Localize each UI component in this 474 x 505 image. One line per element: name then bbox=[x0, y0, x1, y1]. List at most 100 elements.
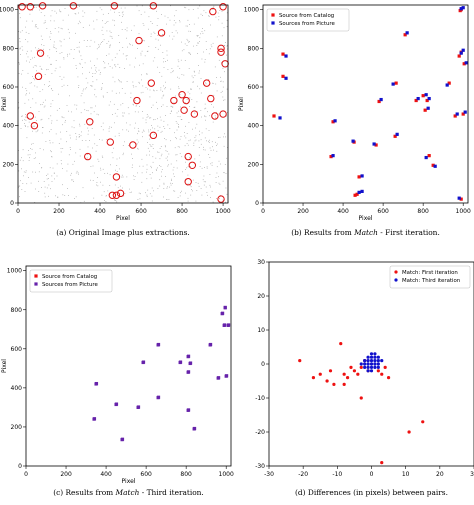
point-marker bbox=[178, 360, 183, 364]
speckle-dot bbox=[83, 102, 85, 104]
speckle-dot bbox=[109, 174, 111, 176]
speckle-dot bbox=[94, 41, 96, 43]
speckle-dot bbox=[35, 24, 37, 25]
point-marker bbox=[424, 155, 428, 160]
speckle-dot bbox=[60, 138, 62, 140]
speckle-dot bbox=[200, 78, 202, 79]
diff-dot bbox=[345, 376, 350, 380]
speckle-dot bbox=[51, 122, 52, 124]
speckle-dot bbox=[50, 20, 52, 22]
speckle-dot bbox=[45, 141, 47, 142]
speckle-dot bbox=[76, 170, 78, 172]
speckle-dot bbox=[206, 192, 208, 193]
speckle-dot bbox=[175, 121, 177, 122]
speckle-dot bbox=[44, 84, 45, 86]
speckle-dot bbox=[74, 160, 75, 162]
speckle-dot bbox=[32, 9, 33, 11]
speckle-dot bbox=[61, 86, 63, 87]
speckle-dot bbox=[90, 113, 92, 115]
speckle-dot bbox=[81, 131, 82, 133]
speckle-dot bbox=[30, 107, 32, 108]
y-tick-label: 0 bbox=[10, 200, 14, 207]
diff-dot bbox=[376, 355, 380, 359]
x-tick-label: 600 bbox=[140, 471, 152, 478]
speckle-dot bbox=[66, 105, 68, 106]
speckle-dot bbox=[159, 148, 161, 149]
speckle-dot bbox=[116, 115, 118, 117]
speckle-dot bbox=[163, 126, 165, 127]
caption-part: Match bbox=[353, 228, 378, 237]
speckle-dot bbox=[97, 158, 99, 160]
speckle-dot bbox=[215, 16, 217, 18]
extraction-ring bbox=[30, 121, 39, 130]
speckle-dot bbox=[143, 130, 145, 132]
speckle-dot bbox=[39, 9, 40, 11]
speckle-dot bbox=[187, 40, 189, 42]
speckle-dot bbox=[190, 166, 191, 167]
speckle-dot bbox=[191, 99, 193, 100]
speckle-dot bbox=[218, 176, 219, 178]
speckle-dot bbox=[200, 110, 202, 111]
caption-part: (b) Results from bbox=[291, 228, 354, 237]
speckle-dot bbox=[211, 46, 213, 48]
speckle-dot bbox=[225, 136, 226, 138]
speckle-dot bbox=[150, 177, 152, 179]
speckle-dot bbox=[159, 116, 161, 118]
y-tick-label: 800 bbox=[248, 45, 260, 52]
y-tick-label: 0 bbox=[18, 463, 22, 470]
speckle-dot bbox=[139, 165, 141, 167]
speckle-dot bbox=[104, 67, 106, 69]
speckle-dot bbox=[212, 7, 214, 8]
speckle-dot bbox=[119, 81, 121, 83]
speckle-dot bbox=[82, 187, 84, 189]
speckle-dot bbox=[220, 163, 221, 165]
speckle-dot bbox=[124, 29, 126, 30]
speckle-dot bbox=[78, 12, 79, 14]
speckle-dot bbox=[209, 48, 211, 50]
speckle-dot bbox=[31, 143, 32, 145]
speckle-dot bbox=[79, 5, 80, 7]
point-marker bbox=[284, 76, 288, 80]
speckle-dot bbox=[44, 105, 46, 107]
y-tick-label: 400 bbox=[3, 123, 15, 130]
extraction-ring bbox=[133, 96, 141, 105]
speckle-dot bbox=[26, 50, 28, 52]
speckle-dot bbox=[194, 75, 196, 76]
speckle-dot bbox=[56, 119, 58, 121]
speckle-dot bbox=[204, 30, 206, 32]
speckle-dot bbox=[197, 53, 198, 54]
speckle-dot bbox=[51, 73, 53, 74]
speckle-dot bbox=[62, 184, 63, 186]
speckle-dot bbox=[114, 11, 115, 13]
speckle-dot bbox=[157, 130, 159, 132]
speckle-dot bbox=[178, 126, 179, 127]
speckle-dot bbox=[122, 176, 124, 178]
speckle-dot bbox=[19, 63, 20, 65]
speckle-dot bbox=[50, 129, 52, 130]
extraction-ring bbox=[34, 72, 43, 81]
speckle-dot bbox=[109, 35, 111, 37]
speckle-dot bbox=[150, 33, 152, 35]
speckle-dot bbox=[118, 135, 120, 137]
speckle-dot bbox=[190, 89, 192, 90]
x-tick-label: -30 bbox=[264, 471, 274, 478]
speckle-dot bbox=[105, 195, 107, 197]
speckle-dot bbox=[60, 131, 61, 133]
speckle-dot bbox=[102, 157, 104, 158]
speckle-dot bbox=[209, 157, 211, 158]
legend-label: Match: Third iteration bbox=[402, 278, 460, 284]
speckle-dot bbox=[108, 40, 110, 42]
speckle-dot bbox=[55, 133, 57, 135]
speckle-dot bbox=[153, 31, 155, 33]
speckle-dot bbox=[116, 53, 118, 55]
speckle-dot bbox=[189, 24, 190, 25]
speckle-dot bbox=[173, 173, 174, 175]
speckle-dot bbox=[46, 187, 48, 189]
speckle-dot bbox=[167, 165, 169, 167]
speckle-dot bbox=[18, 170, 20, 172]
speckle-dot bbox=[59, 52, 61, 54]
speckle-dot bbox=[118, 35, 120, 36]
speckle-dot bbox=[114, 24, 115, 26]
x-tick-label: 400 bbox=[337, 208, 349, 215]
speckle-dot bbox=[18, 106, 20, 108]
